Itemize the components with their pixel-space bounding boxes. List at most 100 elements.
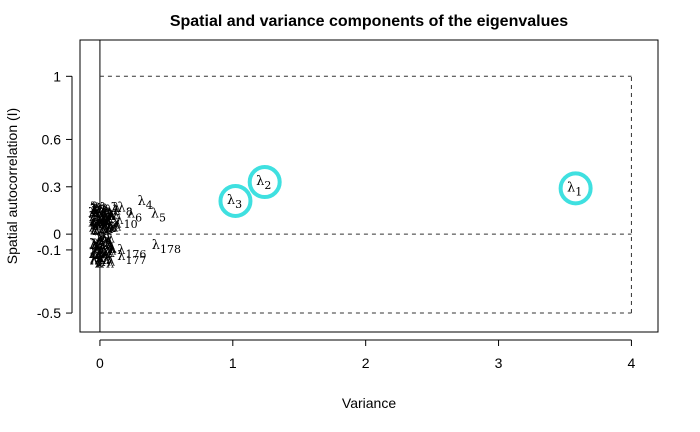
cluster-point: λ xyxy=(103,212,111,227)
cluster-point: λ xyxy=(92,223,100,238)
cluster-point: λ xyxy=(98,238,106,253)
cluster-point: λ xyxy=(88,220,96,235)
cluster-point: λ xyxy=(113,201,121,216)
cluster-point: λ xyxy=(97,255,105,270)
cluster-point: λ xyxy=(99,211,107,226)
cluster-point: λ xyxy=(100,203,108,218)
cluster-point: λ xyxy=(95,215,103,230)
cluster-point: λ xyxy=(92,239,100,254)
y-axis-label: Spatial autocorrelation (I) xyxy=(4,108,20,264)
cluster-point: λ xyxy=(101,211,109,226)
cluster-point: λ xyxy=(107,254,115,269)
cluster-point: λ xyxy=(95,206,103,221)
cluster-point: λ xyxy=(108,209,116,224)
cluster-point: λ xyxy=(109,221,117,236)
cluster-point: λ xyxy=(96,243,104,258)
cluster-point: λ xyxy=(101,247,109,262)
cluster-point: λ xyxy=(100,206,108,221)
point-label: λ178 xyxy=(152,238,181,256)
highlight-label: λ1 xyxy=(567,180,582,198)
cluster-point: λ xyxy=(98,242,106,257)
cluster-point: λ xyxy=(96,216,104,231)
cluster-point: λ xyxy=(107,238,115,253)
cluster-point: λ xyxy=(88,206,96,221)
cluster-point: λ xyxy=(91,213,99,228)
cluster-point: λ xyxy=(100,215,108,230)
highlight-circle xyxy=(558,171,593,206)
cluster-point: λ xyxy=(106,207,114,222)
cluster-point: λ xyxy=(97,216,105,231)
cluster-point: λ xyxy=(109,242,117,257)
cluster-point: λ xyxy=(108,243,116,258)
cluster-point: λ xyxy=(90,201,98,216)
cluster-point: λ xyxy=(112,218,120,233)
cluster-point: λ xyxy=(95,256,103,271)
cluster-point: λ xyxy=(94,215,102,230)
cluster-point: λ xyxy=(101,247,109,262)
cluster-point: λ xyxy=(90,223,98,238)
y-tick-label: 1 xyxy=(53,68,61,84)
y-tick-label: 0.3 xyxy=(42,179,62,195)
cluster-point: λ xyxy=(89,247,97,262)
highlight-label: λ2 xyxy=(256,174,271,192)
cluster-point: λ xyxy=(99,212,107,227)
cluster-point: λ xyxy=(107,242,115,257)
cluster-point: λ xyxy=(105,203,113,218)
cluster-point: λ xyxy=(101,223,109,238)
cluster-point: λ xyxy=(102,214,110,229)
x-axis: 0 1 2 3 4 xyxy=(96,339,636,371)
cluster-point: λ xyxy=(106,220,114,235)
cluster-point: λ xyxy=(105,237,113,252)
y-tick-label: 0.6 xyxy=(42,131,62,147)
cluster-point: λ xyxy=(103,214,111,229)
cluster-point: λ xyxy=(91,219,99,234)
highlight-circle xyxy=(218,183,253,218)
cluster-point: λ xyxy=(100,231,108,246)
y-axis: -0.5 -0.10 0.3 0.6 1 xyxy=(37,68,73,321)
cluster-point: λ xyxy=(101,214,109,229)
cluster-point: λ xyxy=(94,248,102,263)
point-label: λ8 xyxy=(118,200,133,218)
cluster-point: λ xyxy=(88,215,96,230)
cluster-point: λ xyxy=(103,214,111,229)
x-tick-label: 1 xyxy=(229,355,237,371)
cluster-point: λ xyxy=(96,251,104,266)
cluster-point: λ xyxy=(90,216,98,231)
cluster-point: λ xyxy=(98,250,106,265)
cluster-point: λ xyxy=(95,246,103,261)
cluster-point: λ xyxy=(101,235,109,250)
cluster-point: λ xyxy=(89,214,97,229)
cluster-point: λ xyxy=(106,209,114,224)
cluster-point: λ xyxy=(107,246,115,261)
cluster-point: λ xyxy=(100,222,108,237)
cluster-point: λ xyxy=(108,241,116,256)
cluster-point: λ xyxy=(90,253,98,268)
cluster-point: λ xyxy=(99,245,107,260)
cluster-point: λ xyxy=(102,203,110,218)
cluster-point: λ xyxy=(100,212,108,227)
cluster-point: λ xyxy=(97,202,105,217)
plot-frame xyxy=(79,39,659,333)
x-axis-label: Variance xyxy=(342,395,396,411)
cluster-point: λ xyxy=(91,238,99,253)
cluster-point: λ xyxy=(107,207,115,222)
cluster-point: λ xyxy=(91,203,99,218)
cluster-point: λ xyxy=(100,242,108,257)
cluster-point: λ xyxy=(99,243,107,258)
y-tick-label: 0 xyxy=(53,226,61,242)
cluster-point: λ xyxy=(94,204,102,219)
cluster-point: λ xyxy=(90,203,98,218)
cluster-point: λ xyxy=(113,220,121,235)
y-tick-label: -0.1 xyxy=(37,242,61,258)
cluster-point: λ xyxy=(92,201,100,216)
cluster-point: λ xyxy=(99,221,107,236)
cluster-point: λ xyxy=(105,212,113,227)
cluster-point: λ xyxy=(104,222,112,237)
cluster-point: λ xyxy=(111,201,119,216)
cluster-point: λ xyxy=(99,231,107,246)
cluster-point: λ xyxy=(104,214,112,229)
cluster-point: λ xyxy=(102,253,110,268)
cluster-point: λ xyxy=(89,237,97,252)
